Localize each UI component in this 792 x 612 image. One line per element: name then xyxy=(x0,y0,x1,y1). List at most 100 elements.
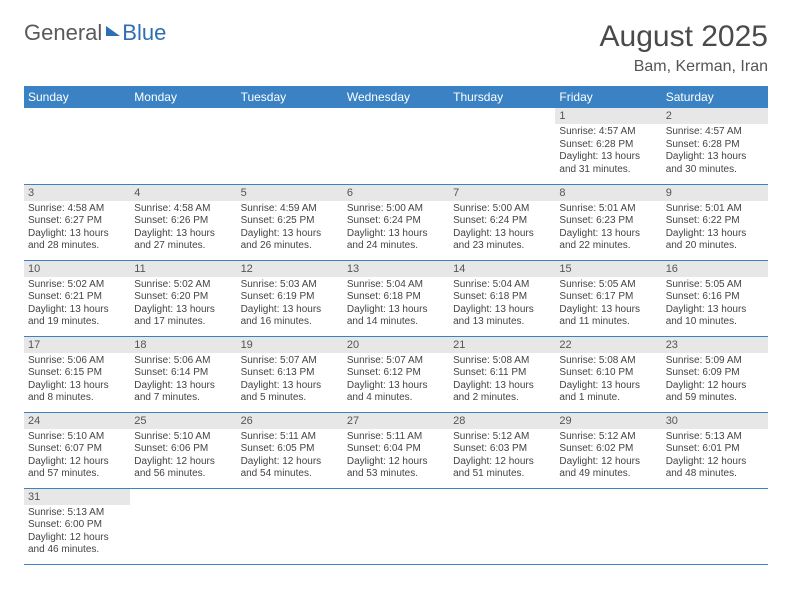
day-detail-line: Sunset: 6:03 PM xyxy=(453,443,551,456)
day-detail-line: and 10 minutes. xyxy=(666,316,764,329)
calendar-cell: 18Sunrise: 5:06 AMSunset: 6:14 PMDayligh… xyxy=(130,336,236,412)
day-number: 22 xyxy=(555,337,661,353)
day-number: 17 xyxy=(24,337,130,353)
calendar-cell: 30Sunrise: 5:13 AMSunset: 6:01 PMDayligh… xyxy=(662,412,768,488)
day-detail-line: and 13 minutes. xyxy=(453,316,551,329)
day-detail-line: Sunrise: 5:01 AM xyxy=(666,203,764,216)
calendar-cell: 28Sunrise: 5:12 AMSunset: 6:03 PMDayligh… xyxy=(449,412,555,488)
day-detail-line: and 51 minutes. xyxy=(453,468,551,481)
day-detail-line: Sunrise: 5:03 AM xyxy=(241,279,339,292)
day-number xyxy=(449,489,555,505)
day-number: 9 xyxy=(662,185,768,201)
day-number xyxy=(130,489,236,505)
day-detail-line: Daylight: 13 hours xyxy=(241,228,339,241)
day-detail-line: and 2 minutes. xyxy=(453,392,551,405)
day-number: 28 xyxy=(449,413,555,429)
day-number xyxy=(449,108,555,124)
calendar-cell: 16Sunrise: 5:05 AMSunset: 6:16 PMDayligh… xyxy=(662,260,768,336)
day-detail-line: and 54 minutes. xyxy=(241,468,339,481)
title-block: August 2025 Bam, Kerman, Iran xyxy=(600,20,768,76)
day-detail-line: and 16 minutes. xyxy=(241,316,339,329)
day-detail-line: Sunrise: 5:00 AM xyxy=(453,203,551,216)
day-number: 24 xyxy=(24,413,130,429)
day-detail-line: and 59 minutes. xyxy=(666,392,764,405)
day-detail-line: Daylight: 12 hours xyxy=(347,456,445,469)
day-detail-line: Sunrise: 4:58 AM xyxy=(134,203,232,216)
day-detail-line: Sunrise: 4:57 AM xyxy=(559,126,657,139)
day-detail-line: Daylight: 13 hours xyxy=(347,304,445,317)
day-detail-line: Sunrise: 5:11 AM xyxy=(241,431,339,444)
day-details: Sunrise: 5:13 AMSunset: 6:00 PMDaylight:… xyxy=(24,505,130,559)
day-number: 25 xyxy=(130,413,236,429)
day-details: Sunrise: 5:08 AMSunset: 6:10 PMDaylight:… xyxy=(555,353,661,407)
day-details: Sunrise: 5:07 AMSunset: 6:12 PMDaylight:… xyxy=(343,353,449,407)
day-detail-line: Sunrise: 5:02 AM xyxy=(134,279,232,292)
flag-icon xyxy=(106,22,120,36)
day-number xyxy=(343,108,449,124)
calendar-cell xyxy=(130,488,236,564)
calendar-cell: 11Sunrise: 5:02 AMSunset: 6:20 PMDayligh… xyxy=(130,260,236,336)
day-detail-line: Sunset: 6:17 PM xyxy=(559,291,657,304)
day-details: Sunrise: 5:10 AMSunset: 6:07 PMDaylight:… xyxy=(24,429,130,483)
day-detail-line: Sunset: 6:24 PM xyxy=(347,215,445,228)
day-number: 8 xyxy=(555,185,661,201)
calendar-cell: 12Sunrise: 5:03 AMSunset: 6:19 PMDayligh… xyxy=(237,260,343,336)
day-detail-line: Sunset: 6:28 PM xyxy=(559,139,657,152)
calendar-cell: 3Sunrise: 4:58 AMSunset: 6:27 PMDaylight… xyxy=(24,184,130,260)
day-detail-line: Sunrise: 5:04 AM xyxy=(453,279,551,292)
day-detail-line: and 56 minutes. xyxy=(134,468,232,481)
day-number: 26 xyxy=(237,413,343,429)
day-detail-line: Sunset: 6:05 PM xyxy=(241,443,339,456)
day-detail-line: Sunset: 6:19 PM xyxy=(241,291,339,304)
day-number: 30 xyxy=(662,413,768,429)
day-detail-line: Daylight: 13 hours xyxy=(666,151,764,164)
day-number: 3 xyxy=(24,185,130,201)
day-details xyxy=(555,505,661,509)
calendar-week: 1Sunrise: 4:57 AMSunset: 6:28 PMDaylight… xyxy=(24,108,768,184)
day-detail-line: Sunset: 6:26 PM xyxy=(134,215,232,228)
day-detail-line: and 53 minutes. xyxy=(347,468,445,481)
day-number: 6 xyxy=(343,185,449,201)
day-detail-line: Sunrise: 5:09 AM xyxy=(666,355,764,368)
day-detail-line: Daylight: 13 hours xyxy=(559,228,657,241)
day-details: Sunrise: 5:02 AMSunset: 6:21 PMDaylight:… xyxy=(24,277,130,331)
day-number: 31 xyxy=(24,489,130,505)
day-detail-line: Sunset: 6:15 PM xyxy=(28,367,126,380)
day-number: 27 xyxy=(343,413,449,429)
day-detail-line: Sunset: 6:13 PM xyxy=(241,367,339,380)
day-details: Sunrise: 5:03 AMSunset: 6:19 PMDaylight:… xyxy=(237,277,343,331)
day-detail-line: Sunrise: 5:12 AM xyxy=(559,431,657,444)
day-detail-line: Daylight: 13 hours xyxy=(28,380,126,393)
calendar-cell xyxy=(343,488,449,564)
day-detail-line: Sunrise: 5:05 AM xyxy=(666,279,764,292)
day-details: Sunrise: 5:04 AMSunset: 6:18 PMDaylight:… xyxy=(449,277,555,331)
calendar-cell: 2Sunrise: 4:57 AMSunset: 6:28 PMDaylight… xyxy=(662,108,768,184)
day-detail-line: Sunset: 6:10 PM xyxy=(559,367,657,380)
day-number: 1 xyxy=(555,108,661,124)
day-detail-line: Sunset: 6:00 PM xyxy=(28,519,126,532)
day-detail-line: Sunset: 6:02 PM xyxy=(559,443,657,456)
day-detail-line: Sunrise: 5:13 AM xyxy=(28,507,126,520)
day-details: Sunrise: 5:04 AMSunset: 6:18 PMDaylight:… xyxy=(343,277,449,331)
day-detail-line: and 4 minutes. xyxy=(347,392,445,405)
day-detail-line: Daylight: 12 hours xyxy=(134,456,232,469)
weekday-header: Tuesday xyxy=(237,86,343,108)
day-details: Sunrise: 5:00 AMSunset: 6:24 PMDaylight:… xyxy=(343,201,449,255)
day-number: 13 xyxy=(343,261,449,277)
day-number: 2 xyxy=(662,108,768,124)
day-detail-line: and 49 minutes. xyxy=(559,468,657,481)
day-number: 14 xyxy=(449,261,555,277)
day-number: 4 xyxy=(130,185,236,201)
day-detail-line: and 11 minutes. xyxy=(559,316,657,329)
day-details: Sunrise: 4:57 AMSunset: 6:28 PMDaylight:… xyxy=(662,124,768,178)
day-detail-line: Daylight: 12 hours xyxy=(666,380,764,393)
day-detail-line: and 26 minutes. xyxy=(241,240,339,253)
day-details xyxy=(449,124,555,128)
day-detail-line: Daylight: 12 hours xyxy=(666,456,764,469)
day-details: Sunrise: 5:01 AMSunset: 6:23 PMDaylight:… xyxy=(555,201,661,255)
header-row: General Blue August 2025 Bam, Kerman, Ir… xyxy=(24,20,768,76)
day-details xyxy=(662,505,768,509)
day-detail-line: and 20 minutes. xyxy=(666,240,764,253)
day-detail-line: and 23 minutes. xyxy=(453,240,551,253)
weekday-header: Friday xyxy=(555,86,661,108)
